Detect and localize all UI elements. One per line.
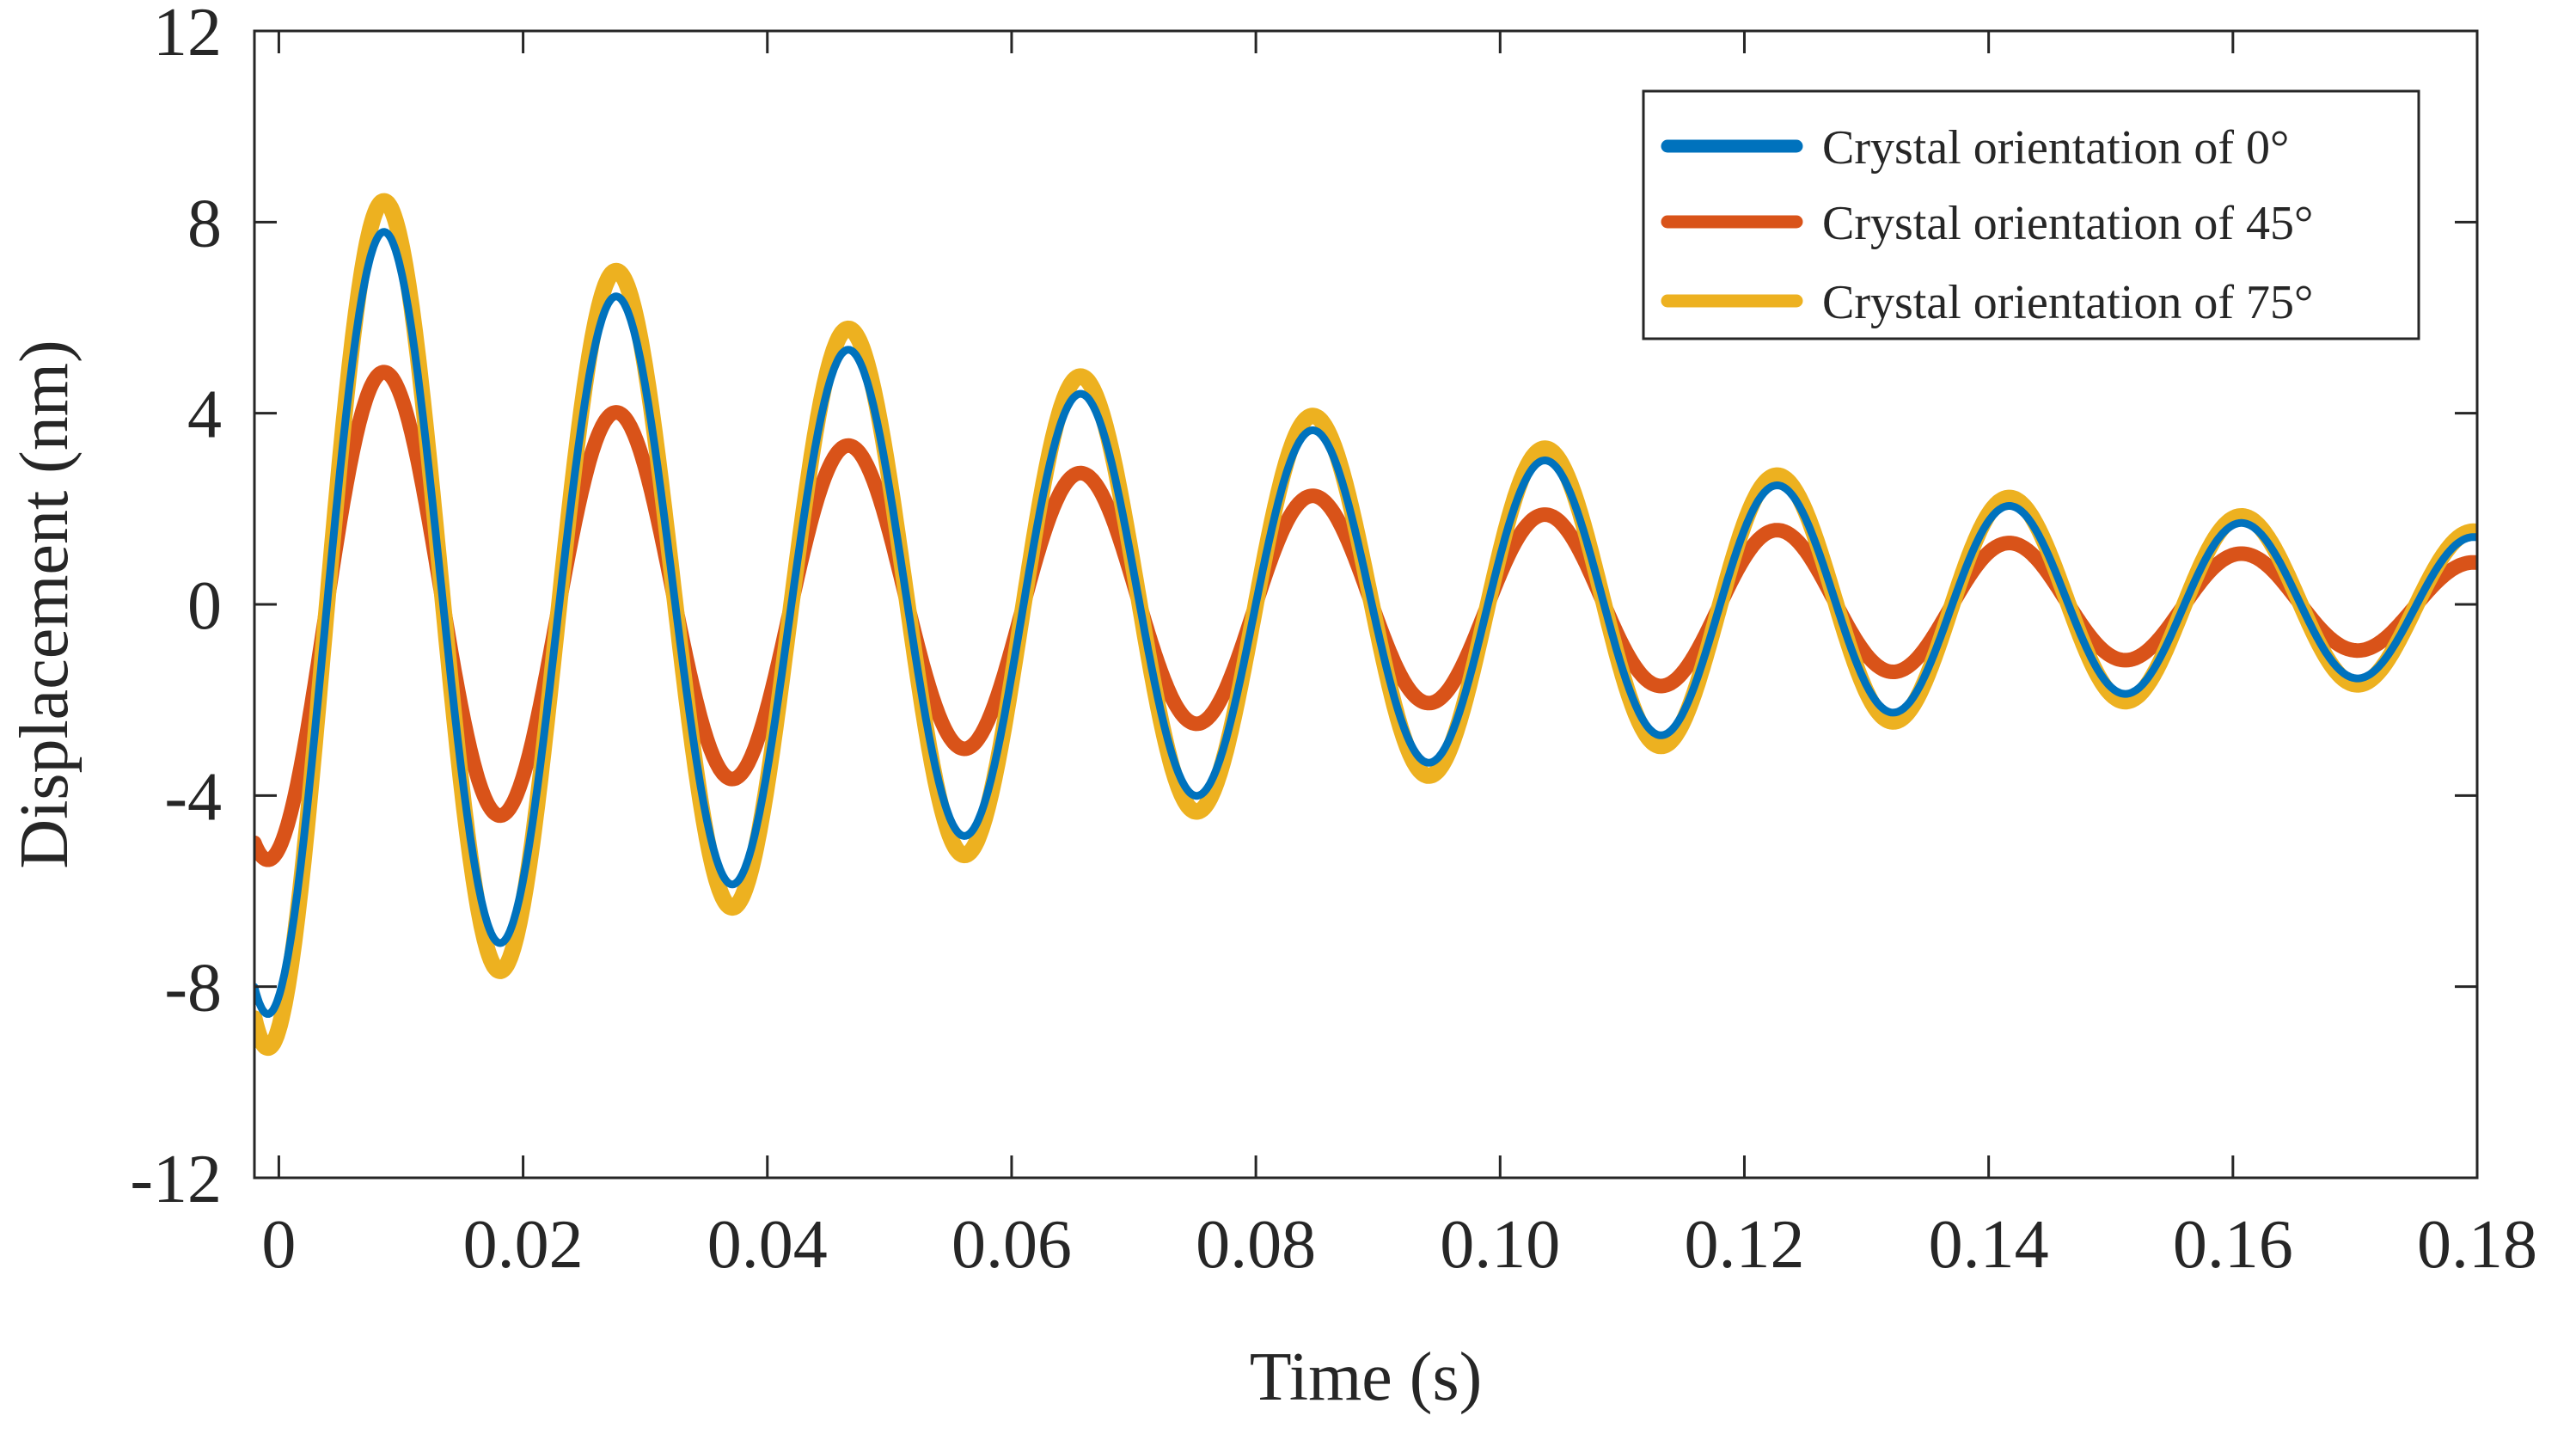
x-tick-label: 0.18	[2417, 1207, 2537, 1283]
y-axis-title: Displacement (nm)	[7, 340, 83, 868]
y-tick-label: 12	[153, 0, 222, 70]
y-tick-label: 8	[187, 186, 222, 261]
legend: Crystal orientation of 0° Crystal orienta…	[1642, 89, 2420, 340]
axes-layer: 0 0.02 0.04 0.06 0.08 0.10 0.12 0.14 0.16 0.18 -12…	[130, 0, 2537, 1283]
y-tick-label: -8	[164, 951, 222, 1026]
x-tick-label: 0	[261, 1207, 296, 1283]
series-layer	[254, 193, 2477, 1057]
y-tick-label: -12	[130, 1142, 222, 1217]
x-tick-label: 0.06	[951, 1207, 1072, 1283]
legend-label: Crystal orientation of 0°	[1822, 121, 2289, 175]
x-tick-label: 0.08	[1196, 1207, 1316, 1283]
x-tick-label: 0.14	[1929, 1207, 2049, 1283]
legend-label: Crystal orientation of 45°	[1822, 197, 2313, 250]
x-axis-title: Time (s)	[1250, 1339, 1482, 1415]
y-tick-label: -4	[164, 759, 222, 835]
legend-label: Crystal orientation of 75°	[1822, 276, 2313, 329]
x-tick-label: 0.12	[1684, 1207, 1804, 1283]
y-tick-label: 0	[187, 568, 222, 644]
x-tick-label: 0.10	[1440, 1207, 1560, 1283]
y-tick-label: 4	[187, 377, 222, 453]
series-line-0	[254, 228, 2477, 1018]
x-tick-label: 0.16	[2173, 1207, 2293, 1283]
x-tick-label: 0.02	[463, 1207, 584, 1283]
x-tick-label: 0.04	[707, 1207, 828, 1283]
